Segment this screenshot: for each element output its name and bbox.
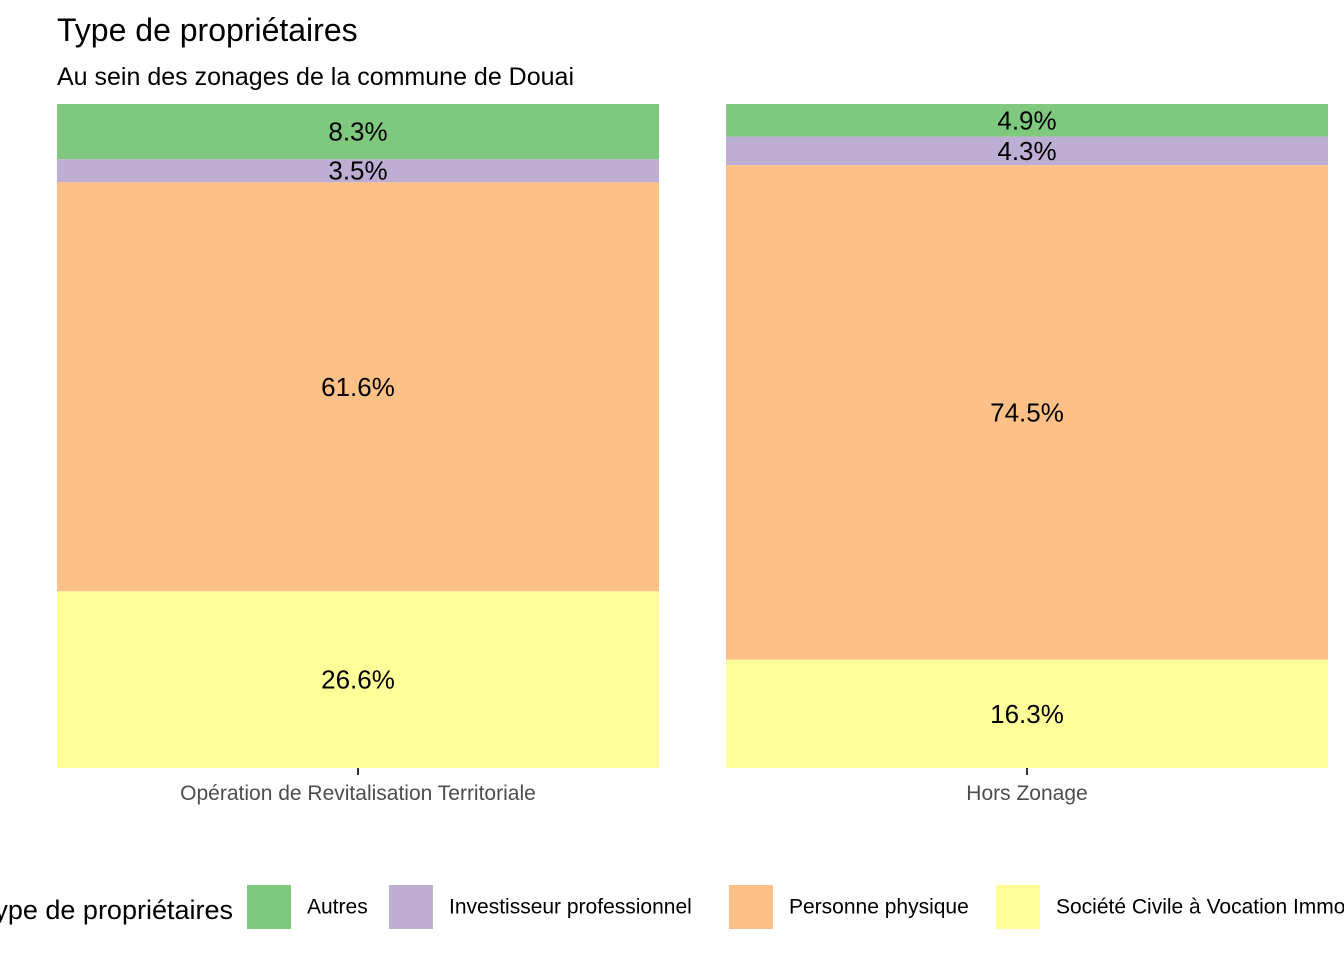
bar-segment <box>57 591 659 768</box>
chart-title: Type de propriétaires <box>57 12 358 48</box>
legend-key <box>996 885 1040 929</box>
x-axis: Opération de Revitalisation Territoriale… <box>180 768 1088 805</box>
x-tick-label: Hors Zonage <box>966 782 1087 805</box>
legend-key <box>247 885 291 929</box>
bar-segment <box>57 104 659 160</box>
bar-segment <box>57 159 659 183</box>
value-label: 61.6% <box>321 372 395 402</box>
bar-segment <box>726 136 1328 166</box>
chart-subtitle: Au sein des zonages de la commune de Dou… <box>57 63 574 91</box>
value-label: 16.3% <box>990 699 1064 729</box>
bar-segment <box>726 104 1328 137</box>
bar-segment <box>57 182 659 592</box>
value-label: 8.3% <box>328 117 387 147</box>
value-labels-layer: 8.3% 3.5% 61.6% 26.6% 4.9%4.3% 74.5% 16.3% <box>321 105 1064 729</box>
bars-layer <box>57 104 1328 768</box>
value-label: 74.5% <box>990 397 1064 427</box>
legend: Type de propriétaires Autres Investisseur… <box>0 885 1344 929</box>
legend-key <box>389 885 433 929</box>
value-label: 4.3% <box>997 136 1056 166</box>
legend-label: Autres <box>307 896 368 919</box>
value-label: 3.5% <box>328 156 387 186</box>
legend-label: Personne physique <box>789 896 969 919</box>
bar-segment <box>726 165 1328 660</box>
x-tick-label: Opération de Revitalisation Territoriale <box>180 782 536 805</box>
value-label: 4.9% <box>997 105 1056 135</box>
legend-title: Type de propriétaires <box>0 895 233 925</box>
bar-segment <box>726 659 1328 768</box>
value-label: 26.6% <box>321 665 395 695</box>
legend-label: Société Civile à Vocation Immobilière <box>1056 896 1344 919</box>
legend-key <box>729 885 773 929</box>
legend-label: Investisseur professionnel <box>449 896 692 919</box>
